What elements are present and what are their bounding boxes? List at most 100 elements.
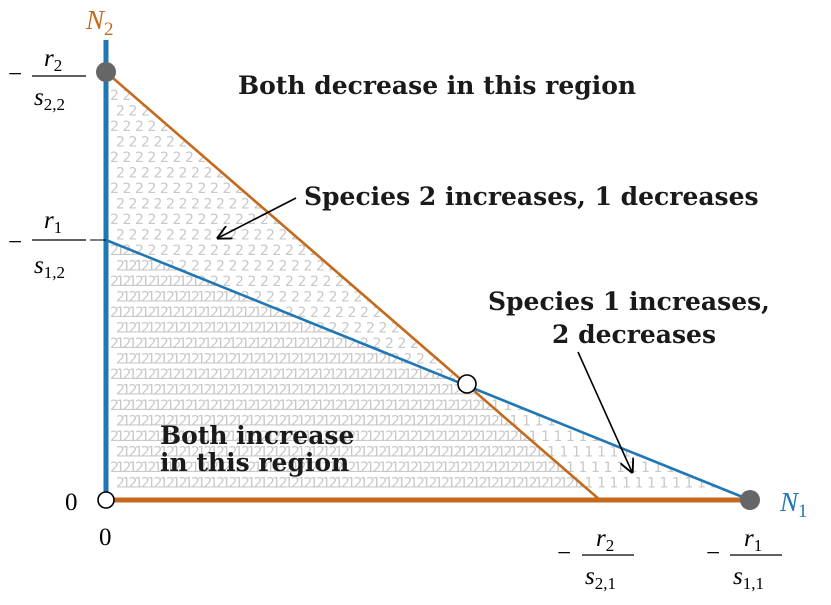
pattern-label-2: 2 bbox=[510, 243, 519, 259]
pattern-label-2: 2 bbox=[229, 228, 238, 244]
pattern-label-1: 1 bbox=[460, 352, 469, 368]
equilibrium-origin bbox=[97, 491, 115, 509]
pattern-label-2: 2 bbox=[185, 274, 194, 290]
pattern-label-1: 1 bbox=[447, 445, 456, 461]
pattern-label-1: 1 bbox=[485, 352, 494, 368]
pattern-label-2: 2 bbox=[341, 259, 350, 275]
pattern-label-2: 2 bbox=[616, 352, 625, 368]
pattern-label-2: 2 bbox=[716, 259, 725, 275]
pattern-label-2: 2 bbox=[560, 150, 569, 166]
pattern-label-1: 1 bbox=[210, 414, 219, 430]
pattern-label-2: 2 bbox=[748, 243, 757, 259]
pattern-label-2: 2 bbox=[716, 135, 725, 151]
pattern-label-1: 1 bbox=[729, 398, 738, 414]
pattern-label-2: 2 bbox=[710, 119, 719, 135]
pattern-label-1: 1 bbox=[322, 476, 331, 492]
pattern-label-2: 2 bbox=[391, 166, 400, 182]
pattern-label-2: 2 bbox=[448, 274, 457, 290]
region-label-both-increase-line1: Both increase bbox=[160, 421, 354, 450]
pattern-label-1: 1 bbox=[660, 445, 669, 461]
pattern-label-1: 1 bbox=[491, 429, 500, 445]
pattern-label-1: 1 bbox=[560, 445, 569, 461]
pattern-label-2: 2 bbox=[248, 243, 257, 259]
pattern-label-1: 1 bbox=[222, 352, 231, 368]
pattern-label-1: 1 bbox=[497, 414, 506, 430]
pattern-label-2: 2 bbox=[723, 460, 732, 476]
pattern-label-2: 2 bbox=[604, 259, 613, 275]
pattern-label-1: 1 bbox=[447, 259, 456, 275]
pattern-label-1: 1 bbox=[310, 414, 319, 430]
pattern-label-1: 1 bbox=[497, 321, 506, 337]
pattern-label-2: 2 bbox=[641, 135, 650, 151]
pattern-label-1: 1 bbox=[479, 460, 488, 476]
pattern-label-2: 2 bbox=[235, 305, 244, 321]
pattern-label-2: 2 bbox=[741, 228, 750, 244]
pattern-label-2: 2 bbox=[548, 119, 557, 135]
pattern-label-2: 2 bbox=[216, 445, 225, 461]
pattern-label-2: 2 bbox=[410, 429, 419, 445]
pattern-label-1: 1 bbox=[122, 445, 131, 461]
pattern-label-2: 2 bbox=[591, 259, 600, 275]
pattern-label-2: 2 bbox=[579, 383, 588, 399]
pattern-label-2: 2 bbox=[379, 476, 388, 492]
pattern-label-1: 1 bbox=[379, 460, 388, 476]
pattern-label-2: 2 bbox=[229, 259, 238, 275]
pattern-label-2: 2 bbox=[560, 398, 569, 414]
pattern-label-2: 2 bbox=[129, 259, 138, 275]
pattern-label-2: 2 bbox=[354, 352, 363, 368]
pattern-label-1: 1 bbox=[522, 414, 531, 430]
pattern-label-2: 2 bbox=[279, 321, 288, 337]
pattern-label-1: 1 bbox=[279, 367, 288, 383]
pattern-label-2: 2 bbox=[441, 476, 450, 492]
pattern-label-2: 2 bbox=[398, 460, 407, 476]
pattern-label-1: 1 bbox=[522, 383, 531, 399]
pattern-label-1: 1 bbox=[485, 476, 494, 492]
pattern-label-2: 2 bbox=[279, 135, 288, 151]
pattern-label-2: 2 bbox=[466, 414, 475, 430]
pattern-label-2: 2 bbox=[329, 476, 338, 492]
pattern-label-1: 1 bbox=[510, 476, 519, 492]
pattern-label-2: 2 bbox=[398, 336, 407, 352]
pattern-label-1: 1 bbox=[210, 383, 219, 399]
pattern-label-2: 2 bbox=[304, 445, 313, 461]
pattern-label-1: 1 bbox=[472, 476, 481, 492]
pattern-label-2: 2 bbox=[485, 336, 494, 352]
pattern-label-2: 2 bbox=[123, 88, 132, 104]
pattern-label-1: 1 bbox=[735, 321, 744, 337]
pattern-label-1: 1 bbox=[291, 398, 300, 414]
pattern-label-2: 2 bbox=[123, 274, 132, 290]
pattern-label-1: 1 bbox=[660, 352, 669, 368]
pattern-label-1: 1 bbox=[622, 383, 631, 399]
pattern-label-2: 2 bbox=[635, 367, 644, 383]
pattern-label-1: 1 bbox=[360, 476, 369, 492]
pattern-label-1: 1 bbox=[204, 429, 213, 445]
pattern-label-1: 1 bbox=[172, 352, 181, 368]
pattern-label-1: 1 bbox=[410, 476, 419, 492]
pattern-label-2: 2 bbox=[279, 166, 288, 182]
pattern-label-2: 2 bbox=[679, 259, 688, 275]
pattern-label-1: 1 bbox=[747, 383, 756, 399]
svg-text:s2,1: s2,1 bbox=[585, 563, 616, 593]
pattern-label-1: 1 bbox=[266, 367, 275, 383]
pattern-label-1: 1 bbox=[747, 445, 756, 461]
pattern-label-2: 2 bbox=[454, 166, 463, 182]
pattern-label-2: 2 bbox=[179, 352, 188, 368]
pattern-label-2: 2 bbox=[273, 398, 282, 414]
pattern-label-2: 2 bbox=[504, 321, 513, 337]
pattern-label-2: 2 bbox=[379, 383, 388, 399]
pattern-label-2: 2 bbox=[316, 290, 325, 306]
pattern-label-2: 2 bbox=[729, 228, 738, 244]
pattern-label-2: 2 bbox=[116, 104, 125, 120]
pattern-label-2: 2 bbox=[279, 445, 288, 461]
pattern-label-2: 2 bbox=[266, 135, 275, 151]
pattern-label-2: 2 bbox=[548, 212, 557, 228]
pattern-label-1: 1 bbox=[610, 259, 619, 275]
pattern-label-2: 2 bbox=[304, 104, 313, 120]
pattern-label-2: 2 bbox=[360, 398, 369, 414]
pattern-label-1: 1 bbox=[310, 321, 319, 337]
pattern-label-1: 1 bbox=[272, 476, 281, 492]
pattern-label-2: 2 bbox=[635, 119, 644, 135]
pattern-label-2: 2 bbox=[579, 352, 588, 368]
pattern-label-2: 2 bbox=[441, 383, 450, 399]
pattern-label-2: 2 bbox=[273, 150, 282, 166]
